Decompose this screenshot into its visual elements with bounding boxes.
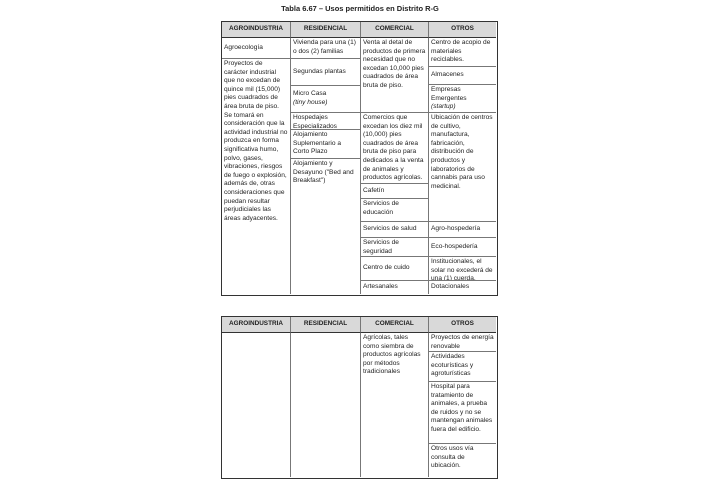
cell-otros-usos: Otros usos vía consulta de ubicación. — [431, 445, 474, 470]
cell-agroecologia: Agroecología — [222, 38, 291, 59]
cell-cannabis: Ubicación de centros de cultivo, manufac… — [429, 113, 496, 222]
cell-eco-hospederia: Eco-hospedería — [429, 238, 496, 257]
cell-cuido: Centro de cuido — [361, 257, 429, 281]
table-title: Tabla 6.67 – Usos permitidos en Distrito… — [281, 4, 439, 13]
header-comercial: COMERCIAL — [361, 22, 429, 38]
cell-agro-hospederia: Agro-hospedería — [429, 222, 496, 238]
empresas-label: Empresas Emergentes — [431, 86, 467, 102]
cell-ecoturisticas: Actividades ecoturísticas y agroturístic… — [429, 352, 496, 382]
cell-cafetin: Cafetín — [361, 184, 429, 199]
cell-hospedajes: Hospedajes Especializados — [291, 113, 361, 130]
tiny-house-label: (tiny house) — [293, 99, 328, 106]
cell-salud: Servicios de salud — [361, 222, 429, 238]
header-residencial: RESIDENCIAL — [291, 317, 361, 333]
cell-energia-renovable: Proyectos de energía renovable — [429, 333, 496, 352]
cell-micro-casa: Micro Casa (tiny house) — [291, 86, 361, 113]
cell-comercios: Comercios que excedan los diez mil (10,0… — [361, 113, 429, 184]
header-comercial: COMERCIAL — [361, 317, 429, 333]
cell-dotacionales: Dotacionales — [431, 283, 470, 291]
header-agroindustria: AGROINDUSTRIA — [222, 317, 291, 333]
cell-alojamiento-suplementario: Alojamiento Suplementario a Corto Plazo — [291, 130, 361, 159]
startup-label: (startup) — [431, 103, 456, 111]
cell-hospital-animales: Hospital para tratamiento de animales, a… — [429, 382, 496, 444]
cell-residencial-empty — [291, 333, 361, 477]
uses-table-1: AGROINDUSTRIA RESIDENCIAL COMERCIAL OTRO… — [221, 21, 498, 296]
cell-institucionales: Institucionales, el solar no excederá de… — [429, 257, 496, 281]
cell-proyectos-industriales: Proyectos de carácter industrial que no … — [222, 59, 291, 294]
cell-bed-and-breakfast: Alojamiento y Desayuno ("Bed and Breakfa… — [291, 159, 361, 294]
cell-centro-acopio: Centro de acopio de materiales reciclabl… — [429, 38, 496, 67]
uses-table-2: AGROINDUSTRIA RESIDENCIAL COMERCIAL OTRO… — [221, 316, 498, 479]
cell-segundas-plantas: Segundas plantas — [291, 59, 361, 86]
cell-agroindustria-empty — [222, 333, 291, 477]
cell-artesanales: Artesanales — [361, 281, 429, 294]
cell-educacion: Servicios de educación — [361, 199, 429, 222]
cell-venta-detal: Venta al detal de productos de primera n… — [361, 38, 429, 113]
cell-vivienda: Vivienda para una (1) o dos (2) familias — [291, 38, 361, 59]
header-otros: OTROS — [429, 317, 496, 333]
header-agroindustria: AGROINDUSTRIA — [222, 22, 291, 38]
cell-seguridad: Servicios de seguridad — [361, 238, 429, 257]
cell-agricolas: Agrícolas, tales como siembra de product… — [361, 333, 429, 477]
cell-empresas-emergentes: Empresas Emergentes (startup) — [429, 85, 496, 113]
micro-casa-label: Micro Casa — [293, 90, 327, 98]
header-residencial: RESIDENCIAL — [291, 22, 361, 38]
cell-almacenes: Almacenes — [429, 67, 496, 85]
header-otros: OTROS — [429, 22, 496, 38]
